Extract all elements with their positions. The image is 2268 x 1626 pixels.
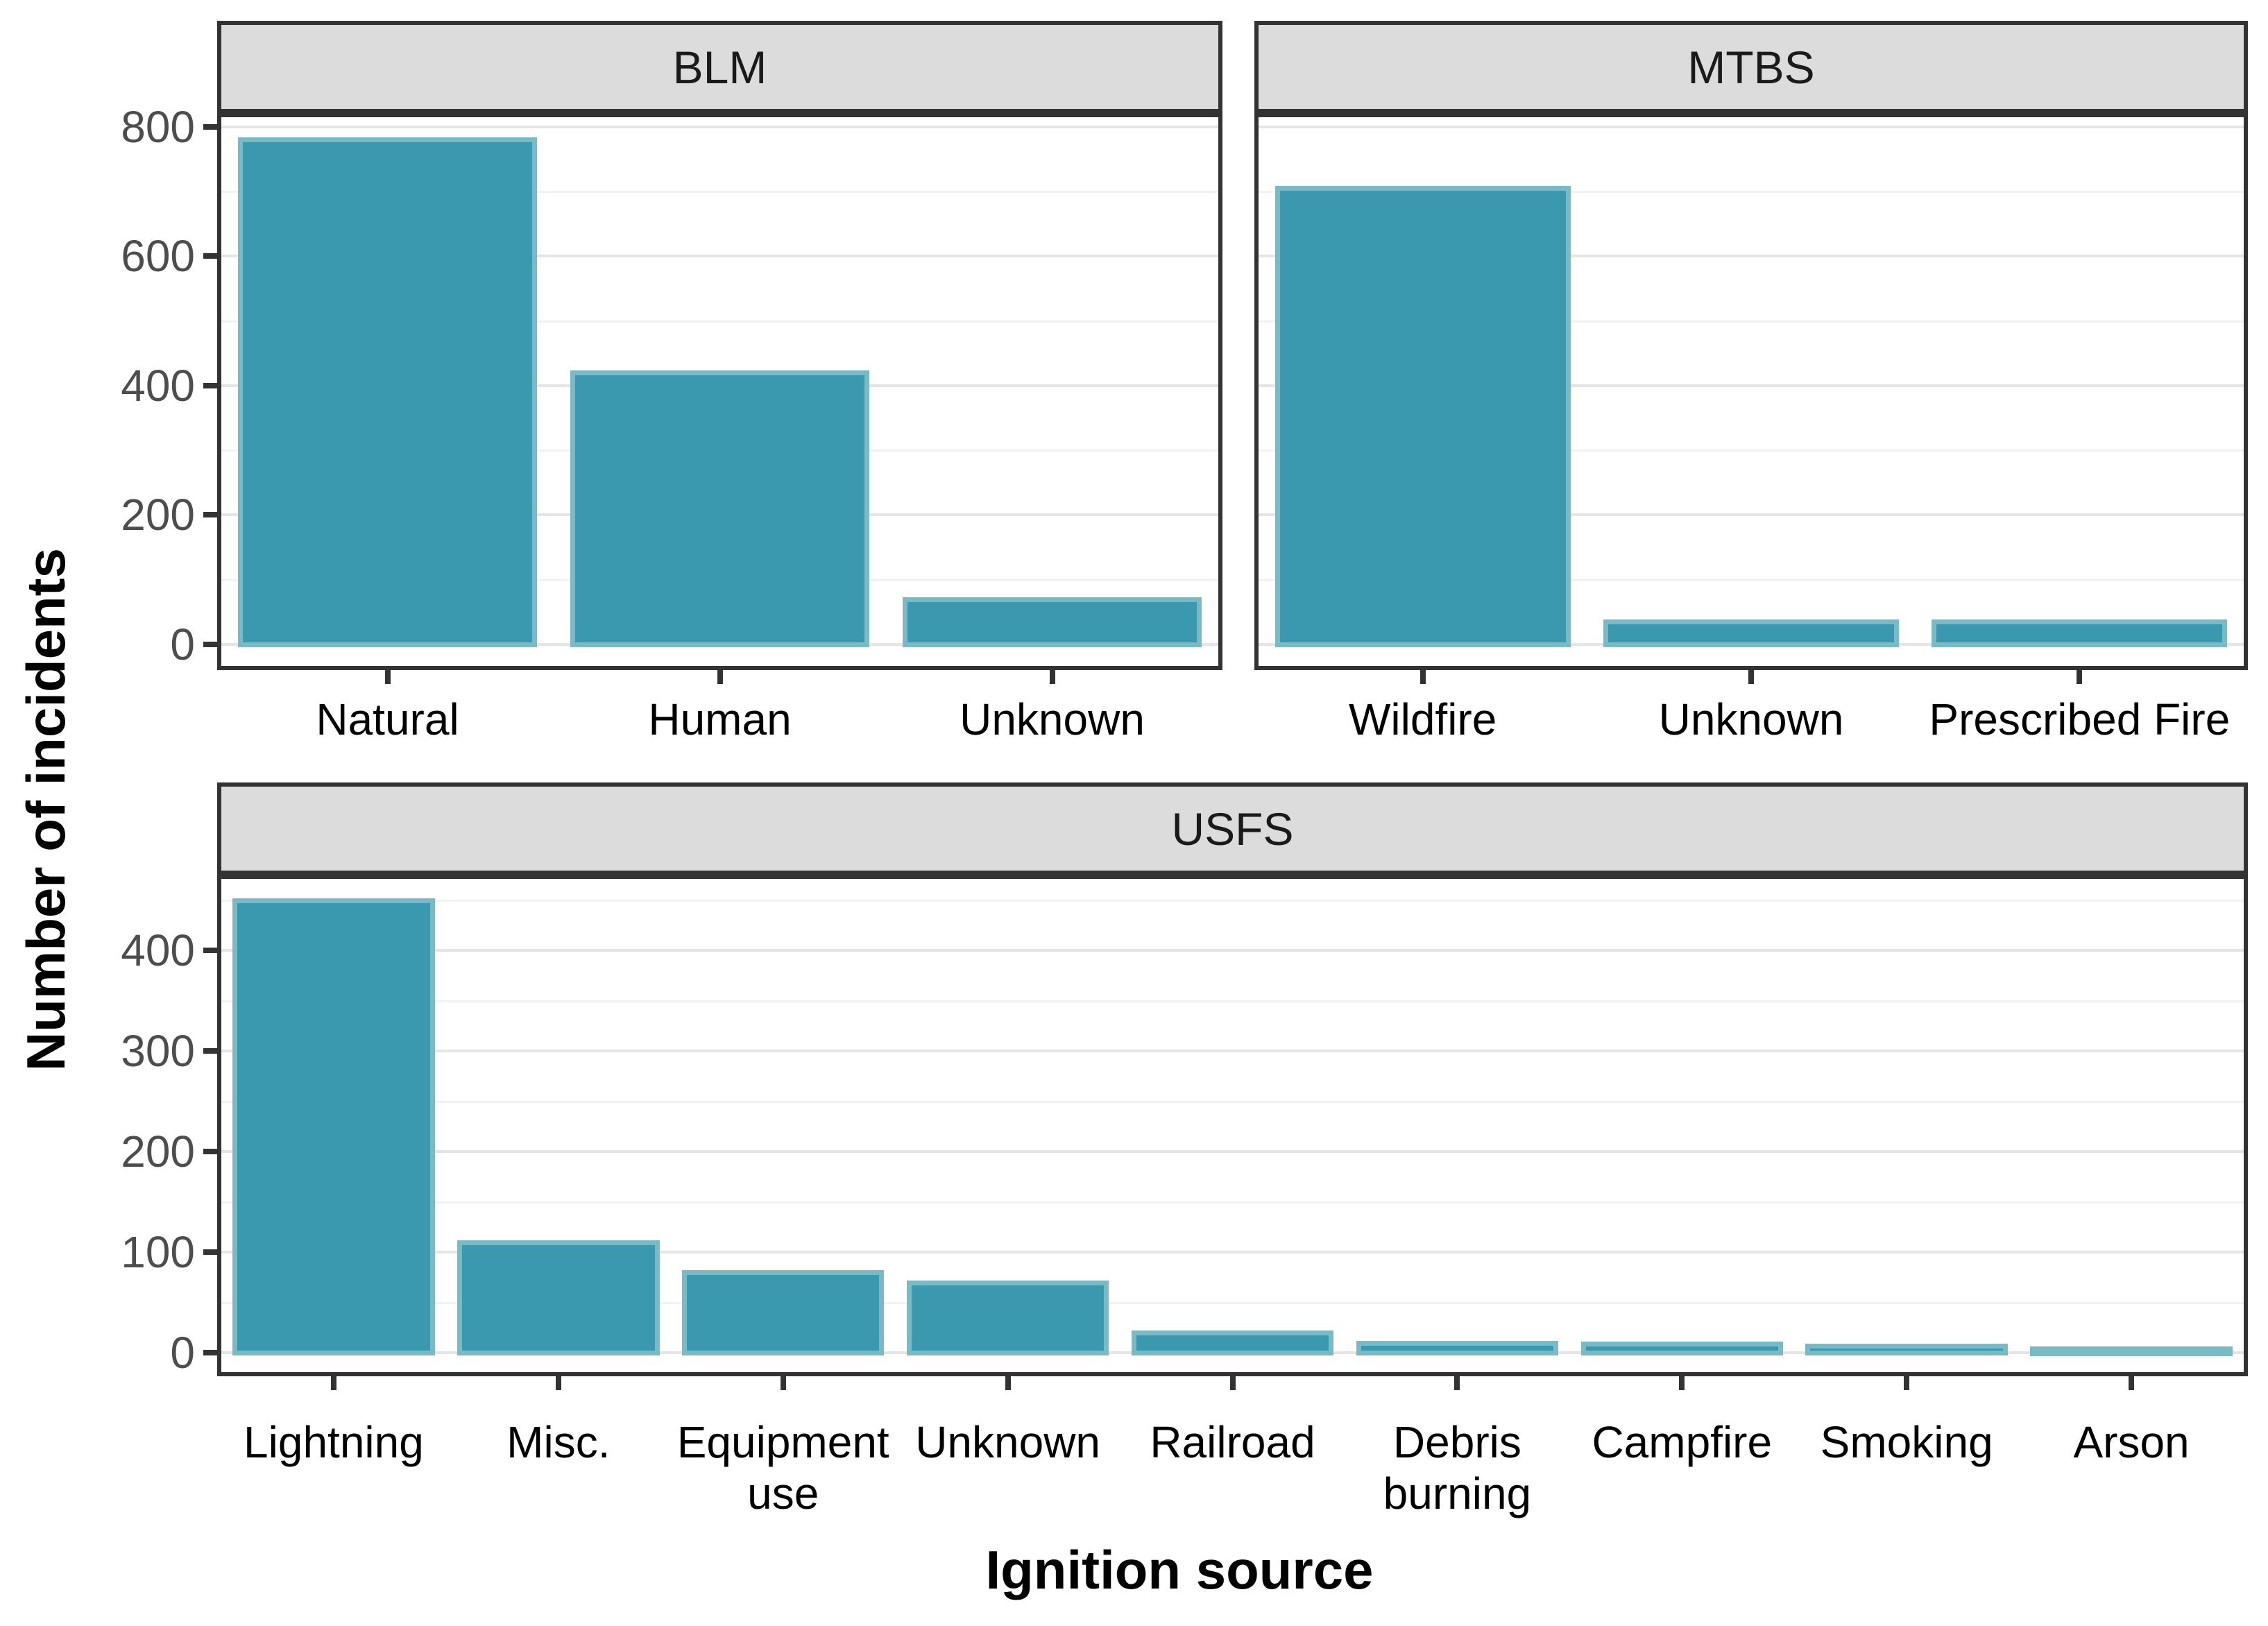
facet-strip-MTBS: MTBS: [1254, 21, 2248, 113]
gridline-major: [221, 1150, 2244, 1153]
x-tick-mark: [384, 670, 391, 684]
y-tick-label: 800: [121, 101, 195, 152]
gridline-minor: [221, 1100, 2244, 1103]
x-tick-mark: [1419, 670, 1426, 684]
y-tick-mark: [203, 512, 217, 518]
gridline-major: [221, 949, 2244, 952]
gridline-minor: [221, 1201, 2244, 1204]
y-tick-mark: [203, 1249, 217, 1255]
x-tick-label: Unknown: [915, 1417, 1101, 1467]
y-tick-mark: [203, 1350, 217, 1355]
x-tick-label: Smoking: [1820, 1417, 1993, 1467]
gridline-minor: [1259, 190, 2244, 193]
x-tick-label: Unknown: [960, 694, 1145, 744]
facet-strip-label: BLM: [672, 41, 767, 93]
y-tick-label: 0: [170, 1328, 195, 1378]
x-tick-label: Prescribed Fire: [1929, 694, 2231, 744]
x-tick-label: Arson: [2073, 1417, 2190, 1467]
plot-area-BLM: [217, 113, 1222, 670]
bar-human: [570, 370, 870, 647]
x-tick-mark: [1229, 1376, 1236, 1390]
x-tick-label: Natural: [316, 694, 459, 744]
gridline-major: [221, 1050, 2244, 1052]
x-tick-label: Debris burning: [1383, 1417, 1532, 1518]
plot-area-USFS: [217, 875, 2248, 1376]
gridline-major: [1259, 125, 2244, 128]
facet-strip-label: MTBS: [1687, 41, 1815, 93]
x-tick-mark: [1005, 1376, 1011, 1390]
gridline-minor: [1259, 320, 2244, 323]
x-tick-label: Wildfire: [1348, 694, 1497, 744]
y-tick-label: 400: [121, 360, 195, 411]
y-tick-label: 100: [121, 1227, 195, 1277]
gridline-major: [1259, 513, 2244, 517]
bar-prescribed-fire: [1932, 619, 2228, 647]
gridline-minor: [221, 1000, 2244, 1002]
x-tick-mark: [1679, 1376, 1685, 1390]
bar-campfire: [1580, 1341, 1784, 1355]
gridline-minor: [221, 190, 1218, 193]
gridline-major: [1259, 384, 2244, 387]
x-tick-mark: [780, 1376, 786, 1390]
bar-unknown: [906, 1280, 1109, 1355]
bar-unknown: [902, 597, 1202, 647]
facet-strip-BLM: BLM: [217, 21, 1222, 113]
y-tick-mark: [203, 642, 217, 647]
gridline-major: [221, 1251, 2244, 1253]
y-tick-label: 0: [170, 619, 195, 669]
gridline-minor: [221, 1301, 2244, 1304]
bar-misc.: [457, 1240, 660, 1355]
x-tick-label: Unknown: [1658, 694, 1844, 744]
bar-debris-burning: [1356, 1340, 1559, 1355]
gridline-minor: [221, 899, 2244, 902]
gridline-major: [1259, 255, 2244, 258]
x-tick-label: Misc.: [506, 1417, 611, 1467]
x-tick-mark: [1454, 1376, 1460, 1390]
y-tick-mark: [203, 382, 217, 388]
gridline-major: [221, 125, 1218, 128]
gridline-minor: [1259, 579, 2244, 581]
bar-smoking: [1805, 1343, 2008, 1355]
x-tick-mark: [2129, 1376, 2135, 1390]
bar-wildfire: [1274, 186, 1571, 647]
facet-strip-USFS: USFS: [217, 782, 2248, 875]
x-tick-label: Equipment use: [676, 1417, 889, 1518]
x-tick-label: Lightning: [244, 1417, 424, 1467]
bar-unknown: [1603, 619, 1899, 647]
x-axis-title: Ignition source: [985, 1539, 1374, 1600]
gridline-major: [221, 255, 1218, 258]
plot-area-MTBS: [1254, 113, 2248, 670]
y-tick-label: 300: [121, 1026, 195, 1076]
y-tick-mark: [203, 123, 217, 130]
x-tick-mark: [1748, 670, 1754, 684]
y-tick-mark: [203, 1149, 217, 1154]
x-tick-mark: [330, 1376, 336, 1390]
bar-railroad: [1131, 1330, 1334, 1355]
gridline-minor: [221, 320, 1218, 323]
x-tick-mark: [555, 1376, 561, 1390]
x-tick-label: Campfire: [1592, 1417, 1773, 1467]
facet-strip-label: USFS: [1171, 803, 1294, 855]
bar-natural: [237, 137, 538, 647]
x-tick-mark: [1049, 670, 1055, 684]
bar-arson: [2030, 1346, 2233, 1357]
x-tick-label: Human: [648, 694, 792, 744]
x-tick-mark: [717, 670, 723, 684]
bar-lightning: [232, 898, 435, 1355]
y-tick-label: 600: [121, 231, 195, 282]
bar-equipment-use: [681, 1270, 885, 1355]
x-tick-mark: [1904, 1376, 1910, 1390]
y-tick-label: 200: [121, 1127, 195, 1176]
y-tick-mark: [203, 1048, 217, 1054]
y-tick-mark: [203, 253, 217, 259]
y-tick-label: 400: [121, 925, 195, 975]
x-tick-label: Railroad: [1150, 1417, 1315, 1467]
x-tick-mark: [2077, 670, 2083, 684]
gridline-minor: [1259, 450, 2244, 452]
y-tick-label: 200: [121, 490, 195, 540]
y-tick-mark: [203, 948, 217, 953]
